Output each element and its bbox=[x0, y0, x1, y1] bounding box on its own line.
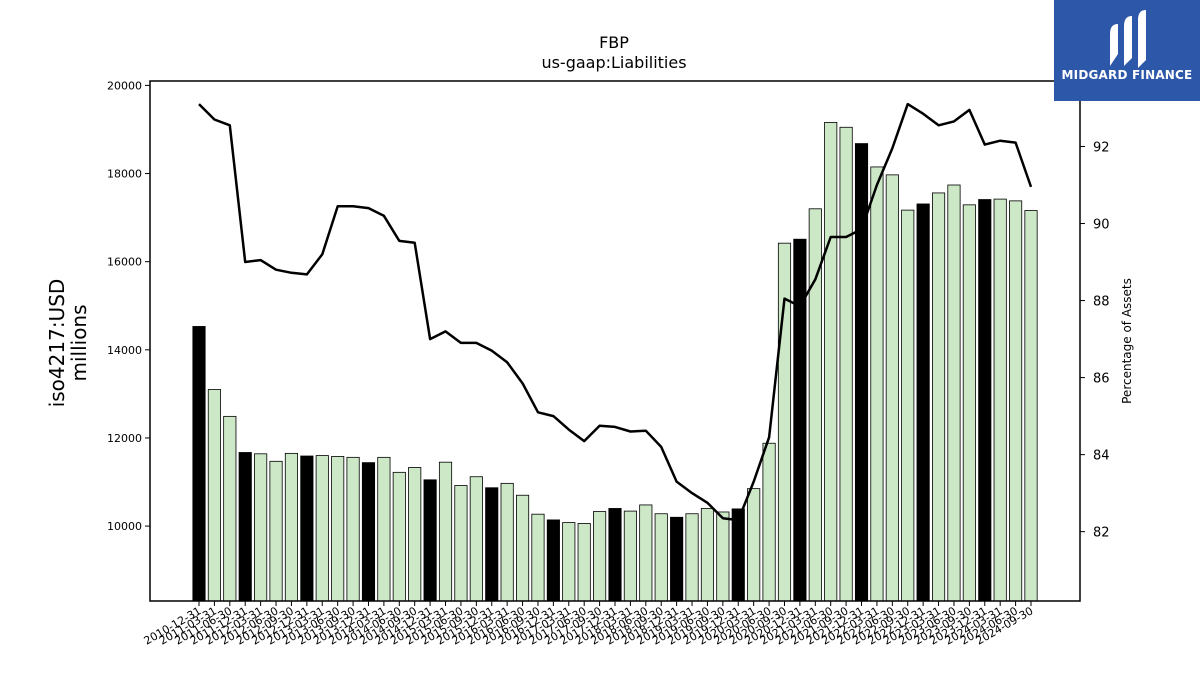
bar bbox=[469, 476, 483, 602]
bar bbox=[269, 460, 283, 602]
right-axis: 82 84 86 88 90 92 bbox=[1080, 140, 1110, 541]
left-tick-label: 14000 bbox=[107, 344, 142, 357]
bar bbox=[531, 513, 545, 602]
bar bbox=[392, 471, 406, 602]
left-axis: 10000 12000 14000 16000 18000 20000 bbox=[107, 79, 150, 533]
bar bbox=[993, 198, 1007, 602]
bar bbox=[408, 467, 422, 602]
bar bbox=[346, 456, 360, 602]
left-tick-label: 18000 bbox=[107, 168, 142, 181]
bar bbox=[192, 326, 206, 602]
bar bbox=[207, 389, 221, 602]
y-axis-label-left: iso4217:USDmillions bbox=[45, 279, 91, 408]
left-tick-label: 10000 bbox=[107, 520, 142, 533]
bar bbox=[254, 453, 268, 602]
bar bbox=[361, 462, 376, 602]
bar bbox=[670, 516, 684, 602]
bar bbox=[885, 174, 899, 602]
right-tick-label: 82 bbox=[1093, 526, 1110, 541]
bar bbox=[824, 122, 838, 602]
bar bbox=[747, 488, 761, 602]
bar bbox=[500, 482, 514, 602]
brand-logo: MIDGARD FINANCE bbox=[1054, 0, 1200, 101]
left-tick-label: 12000 bbox=[107, 432, 142, 445]
bar bbox=[854, 143, 869, 602]
bar bbox=[931, 192, 946, 602]
x-axis: 2010-12-312011-03-312011-06-302011-12-31… bbox=[142, 601, 1036, 648]
bar bbox=[423, 479, 437, 602]
chart-subtitle: us-gaap:Liabilities bbox=[541, 53, 686, 72]
right-tick-label: 92 bbox=[1093, 140, 1110, 155]
bar-series bbox=[192, 122, 1038, 602]
bar bbox=[1024, 210, 1038, 602]
bar bbox=[700, 508, 715, 602]
bar bbox=[839, 126, 853, 602]
bar bbox=[593, 511, 607, 602]
bar bbox=[546, 519, 560, 602]
right-tick-label: 90 bbox=[1093, 218, 1110, 233]
y-axis-label-right: Percentage of Assets bbox=[1120, 278, 1134, 404]
bar bbox=[377, 456, 391, 602]
bar bbox=[1009, 200, 1023, 602]
y-axis-label-line: millions bbox=[67, 304, 91, 381]
bar bbox=[284, 452, 299, 602]
bar bbox=[978, 199, 992, 602]
bar bbox=[608, 508, 622, 602]
bar bbox=[962, 204, 976, 602]
line-series bbox=[198, 102, 1033, 522]
line-path bbox=[198, 102, 1033, 522]
bar bbox=[485, 487, 499, 602]
right-tick-label: 86 bbox=[1093, 372, 1110, 387]
left-tick-label: 20000 bbox=[107, 79, 142, 92]
bar bbox=[793, 238, 807, 602]
bar bbox=[577, 523, 591, 602]
right-tick-label: 88 bbox=[1093, 295, 1110, 310]
bar bbox=[331, 456, 345, 602]
left-tick-label: 16000 bbox=[107, 256, 142, 269]
bar bbox=[315, 455, 329, 602]
bar bbox=[654, 513, 668, 602]
logo-mark-icon bbox=[1110, 10, 1146, 68]
bar bbox=[901, 209, 915, 602]
logo-text: MIDGARD FINANCE bbox=[1061, 68, 1193, 82]
bar bbox=[916, 203, 930, 602]
chart-title: FBP bbox=[599, 33, 629, 52]
bar bbox=[639, 504, 653, 602]
bar bbox=[300, 455, 314, 602]
bar bbox=[238, 452, 252, 602]
bar bbox=[623, 510, 637, 602]
bar bbox=[947, 184, 961, 602]
bar bbox=[685, 513, 699, 602]
bar bbox=[562, 522, 576, 602]
right-tick-label: 84 bbox=[1093, 449, 1110, 464]
bar bbox=[716, 511, 730, 602]
bar bbox=[731, 508, 745, 602]
bar bbox=[454, 485, 468, 602]
bar bbox=[777, 242, 792, 602]
bar bbox=[870, 166, 884, 602]
bar bbox=[762, 442, 776, 602]
bar bbox=[438, 461, 453, 602]
bar bbox=[515, 494, 530, 602]
bar bbox=[223, 415, 237, 602]
y-axis-label-line: iso4217:USD bbox=[45, 279, 69, 408]
